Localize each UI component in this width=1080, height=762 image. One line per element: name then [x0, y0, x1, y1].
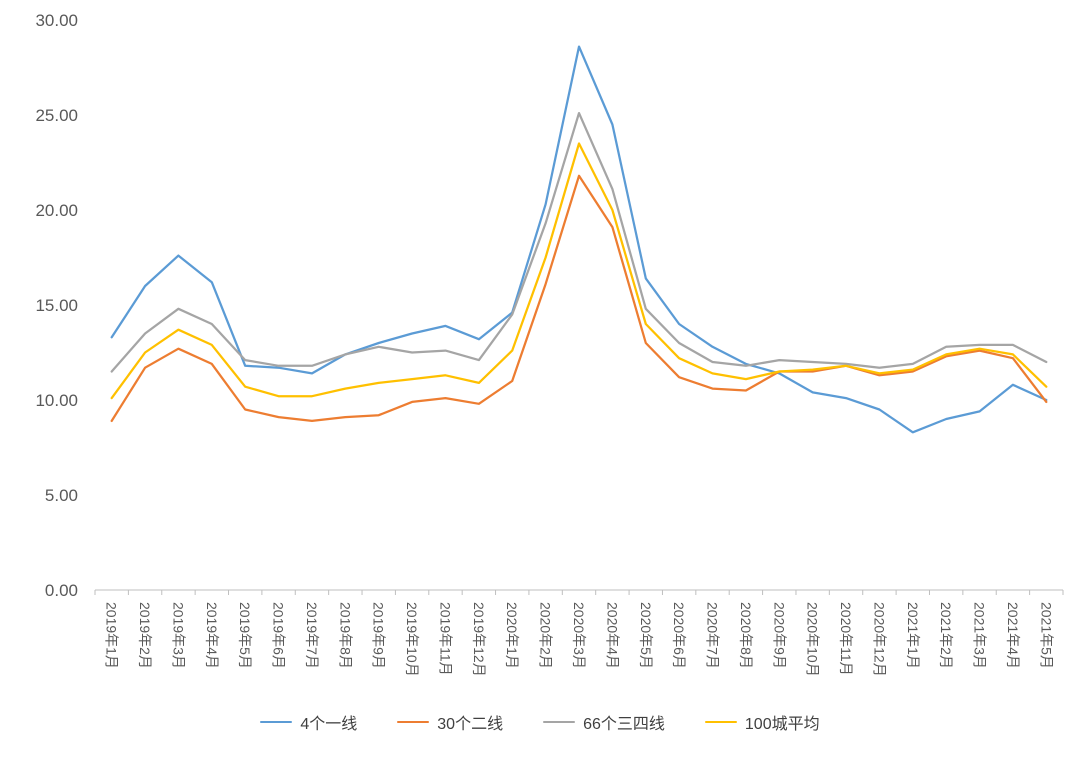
- x-axis-label: 2020年3月: [571, 602, 587, 669]
- x-axis-label: 2020年12月: [871, 602, 887, 677]
- legend-item: 4个一线: [260, 710, 357, 734]
- x-axis-label: 2021年2月: [938, 602, 954, 669]
- x-axis-label: 2020年2月: [538, 602, 554, 669]
- series-line: [110, 111, 1048, 373]
- x-axis-label: 2019年11月: [437, 602, 453, 676]
- y-axis-label: 25.00: [35, 106, 78, 125]
- x-axis-label: 2019年10月: [404, 602, 420, 677]
- x-axis-label: 2020年4月: [604, 602, 620, 669]
- x-axis-label: 2019年9月: [371, 602, 387, 669]
- chart-legend: 4个一线 30个二线 66个三四线 100城平均: [0, 710, 1080, 734]
- x-axis-label: 2021年4月: [1005, 602, 1021, 669]
- x-axis-label: 2019年2月: [137, 602, 153, 669]
- chart-svg: 0.00 5.00 10.00 15.00 20.00 25.00 30.00 2019年1月…: [35, 11, 1064, 677]
- legend-item: 30个二线: [397, 710, 503, 734]
- x-axis-label: 2020年6月: [671, 602, 687, 669]
- legend-line-swatch: [543, 720, 576, 724]
- legend-line-swatch: [260, 720, 293, 724]
- x-axis-label: 2021年3月: [972, 602, 988, 669]
- x-axis-label: 2020年5月: [638, 602, 654, 669]
- x-axis-label: 2021年5月: [1038, 602, 1054, 669]
- x-axis-label: 2019年4月: [204, 602, 220, 669]
- y-axis-label: 0.00: [45, 581, 78, 600]
- x-axis-label: 2019年8月: [337, 602, 353, 669]
- y-axis-label: 30.00: [35, 11, 78, 30]
- x-axis-label: 2020年8月: [738, 602, 754, 669]
- legend-line-swatch: [397, 720, 430, 724]
- x-axis-label: 2019年5月: [237, 602, 253, 669]
- x-axis-label: 2021年1月: [905, 602, 921, 669]
- x-axis-label: 2019年6月: [271, 602, 287, 669]
- legend-label: 30个二线: [437, 716, 504, 733]
- y-axis-label: 15.00: [35, 296, 78, 315]
- legend-line-swatch: [704, 720, 737, 724]
- x-axis-label: 2020年1月: [504, 602, 520, 669]
- series-line: [110, 174, 1048, 423]
- x-axis-label: 2020年9月: [771, 602, 787, 669]
- legend-item: 100城平均: [704, 710, 820, 734]
- x-axis-label: 2020年11月: [838, 602, 854, 676]
- y-axis-label: 20.00: [35, 201, 78, 220]
- x-axis-label: 2020年10月: [805, 602, 821, 677]
- y-axis-label: 10.00: [35, 391, 78, 410]
- x-axis-label: 2019年3月: [170, 602, 186, 669]
- legend-label: 100城平均: [744, 716, 820, 733]
- series-line: [110, 45, 1048, 434]
- x-axis-label: 2019年12月: [471, 602, 487, 677]
- legend-label: 66个三四线: [583, 716, 665, 733]
- y-axis-label: 5.00: [45, 486, 78, 505]
- series-line: [110, 142, 1048, 400]
- x-axis-label: 2019年1月: [104, 602, 120, 669]
- x-axis-label: 2019年7月: [304, 602, 320, 669]
- legend-label: 4个一线: [300, 716, 358, 733]
- x-axis-label: 2020年7月: [705, 602, 721, 669]
- legend-item: 66个三四线: [543, 710, 665, 734]
